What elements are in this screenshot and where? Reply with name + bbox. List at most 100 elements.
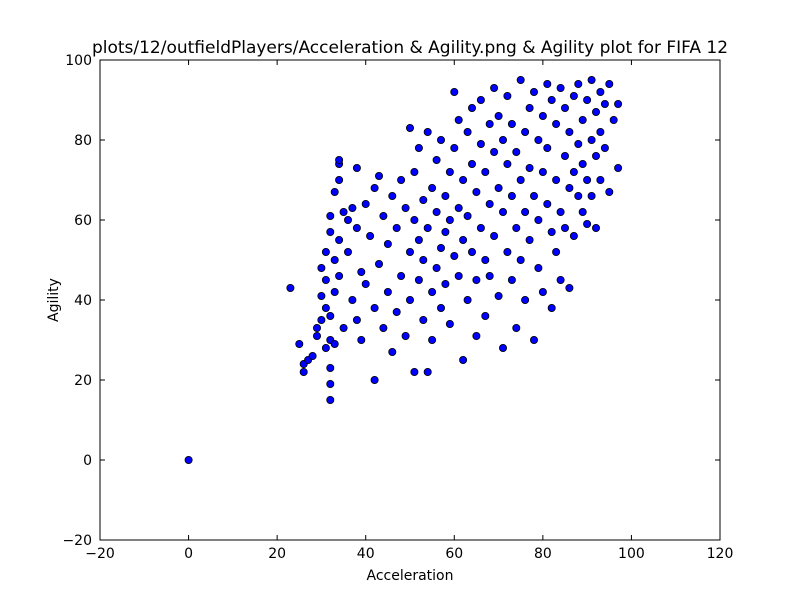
data-point bbox=[370, 303, 379, 312]
data-point bbox=[428, 335, 437, 344]
data-point bbox=[516, 255, 525, 264]
data-point bbox=[410, 215, 419, 224]
data-point bbox=[556, 275, 565, 284]
data-point bbox=[525, 235, 534, 244]
data-point bbox=[184, 455, 193, 464]
data-point bbox=[379, 211, 388, 220]
data-point bbox=[357, 335, 366, 344]
data-point bbox=[317, 263, 326, 272]
data-point bbox=[423, 127, 432, 136]
data-point bbox=[503, 247, 512, 256]
data-point bbox=[587, 191, 596, 200]
data-point bbox=[578, 159, 587, 168]
data-point bbox=[543, 80, 552, 89]
data-point bbox=[472, 187, 481, 196]
data-point bbox=[286, 283, 295, 292]
y-tick-label: 40 bbox=[74, 293, 92, 309]
data-point bbox=[445, 167, 454, 176]
data-point bbox=[538, 167, 547, 176]
data-point bbox=[494, 291, 503, 300]
data-point bbox=[299, 367, 308, 376]
data-point bbox=[556, 207, 565, 216]
data-point bbox=[565, 183, 574, 192]
data-point bbox=[605, 187, 614, 196]
data-point bbox=[530, 88, 539, 97]
data-point bbox=[476, 139, 485, 148]
data-point bbox=[494, 112, 503, 121]
data-point bbox=[419, 315, 428, 324]
data-point bbox=[423, 223, 432, 232]
data-point bbox=[414, 143, 423, 152]
x-axis-label: Acceleration bbox=[367, 568, 454, 584]
data-point bbox=[352, 163, 361, 172]
data-point bbox=[392, 223, 401, 232]
data-point bbox=[534, 135, 543, 144]
data-point bbox=[397, 175, 406, 184]
data-point bbox=[561, 223, 570, 232]
data-point bbox=[507, 120, 516, 129]
data-point bbox=[490, 231, 499, 240]
data-point bbox=[388, 347, 397, 356]
data-point bbox=[521, 127, 530, 136]
data-point bbox=[459, 235, 468, 244]
data-point bbox=[326, 395, 335, 404]
y-tick-label: 60 bbox=[74, 213, 92, 229]
data-point bbox=[370, 375, 379, 384]
data-point bbox=[370, 183, 379, 192]
data-point bbox=[463, 211, 472, 220]
data-point bbox=[578, 207, 587, 216]
data-point bbox=[552, 120, 561, 129]
data-point bbox=[459, 175, 468, 184]
data-point bbox=[454, 203, 463, 212]
data-point bbox=[596, 175, 605, 184]
data-point bbox=[348, 203, 357, 212]
data-point bbox=[397, 271, 406, 280]
data-point bbox=[361, 199, 370, 208]
data-point bbox=[401, 331, 410, 340]
y-tick-label: 20 bbox=[74, 373, 92, 389]
data-point bbox=[410, 167, 419, 176]
data-point bbox=[321, 275, 330, 284]
data-point bbox=[419, 255, 428, 264]
data-point bbox=[326, 379, 335, 388]
data-point bbox=[516, 175, 525, 184]
data-point bbox=[321, 343, 330, 352]
data-point bbox=[600, 100, 609, 109]
x-tick-label: 100 bbox=[618, 546, 645, 562]
data-point bbox=[405, 295, 414, 304]
data-point bbox=[317, 315, 326, 324]
data-point bbox=[596, 88, 605, 97]
data-point bbox=[445, 215, 454, 224]
y-tick-label: 0 bbox=[83, 453, 92, 469]
data-point bbox=[335, 235, 344, 244]
data-point bbox=[569, 92, 578, 101]
data-point bbox=[383, 239, 392, 248]
data-point bbox=[348, 295, 357, 304]
data-point bbox=[525, 163, 534, 172]
data-point bbox=[436, 243, 445, 252]
data-point bbox=[481, 311, 490, 320]
data-point bbox=[569, 231, 578, 240]
data-point bbox=[401, 203, 410, 212]
x-tick-label: −20 bbox=[85, 546, 115, 562]
y-tick-label: −20 bbox=[62, 533, 92, 549]
data-point bbox=[609, 116, 618, 125]
data-point bbox=[312, 323, 321, 332]
data-point bbox=[498, 343, 507, 352]
data-point bbox=[357, 267, 366, 276]
data-point bbox=[383, 287, 392, 296]
data-point bbox=[552, 247, 561, 256]
data-point bbox=[405, 124, 414, 133]
data-point bbox=[295, 339, 304, 348]
data-point bbox=[405, 247, 414, 256]
data-point bbox=[561, 104, 570, 113]
data-point bbox=[352, 223, 361, 232]
data-point bbox=[481, 167, 490, 176]
data-point bbox=[476, 223, 485, 232]
data-point bbox=[414, 235, 423, 244]
data-point bbox=[432, 207, 441, 216]
data-point bbox=[472, 331, 481, 340]
y-axis-label: Agility bbox=[46, 278, 62, 322]
data-point bbox=[587, 135, 596, 144]
data-point bbox=[330, 339, 339, 348]
